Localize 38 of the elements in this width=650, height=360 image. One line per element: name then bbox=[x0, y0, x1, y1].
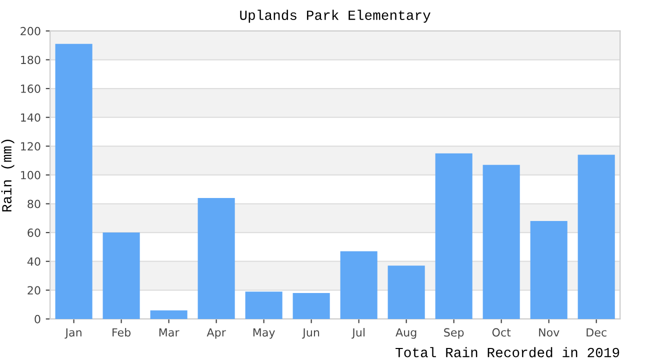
y-tick-label: 180 bbox=[21, 56, 40, 64]
x-tick-label: Feb bbox=[112, 328, 131, 337]
y-tick-label: 20 bbox=[28, 286, 40, 295]
bar bbox=[578, 154, 615, 319]
x-tick-label: Apr bbox=[206, 328, 226, 339]
x-tick-label: Mar bbox=[159, 328, 180, 337]
y-tick-label: 120 bbox=[21, 142, 40, 151]
y-tick-label: 40 bbox=[27, 257, 40, 266]
y-tick-label: 140 bbox=[21, 113, 40, 122]
x-tick-label: Aug bbox=[396, 328, 416, 339]
x-tick-label: Nov bbox=[539, 328, 560, 337]
x-tick-label: Oct bbox=[492, 328, 511, 337]
bar bbox=[102, 232, 140, 319]
y-axis-title: Rain (mm) bbox=[1, 140, 14, 212]
y-tick-label: 100 bbox=[21, 170, 40, 180]
y-tick-label: 60 bbox=[28, 228, 40, 237]
x-tick-label: Jan bbox=[64, 328, 82, 339]
bar bbox=[530, 221, 568, 319]
bar bbox=[482, 164, 520, 319]
bar bbox=[388, 266, 425, 319]
y-tick-label: 200 bbox=[20, 26, 40, 36]
bar bbox=[292, 293, 330, 319]
bar bbox=[150, 310, 188, 319]
bar bbox=[245, 292, 282, 319]
y-tick-label: 0 bbox=[34, 314, 40, 324]
bar bbox=[435, 153, 472, 319]
x-tick-label: Jul bbox=[352, 328, 364, 339]
bar bbox=[55, 44, 92, 319]
bar bbox=[198, 198, 235, 319]
y-tick-label: 80 bbox=[28, 200, 40, 208]
y-tick-label: 160 bbox=[21, 84, 40, 93]
x-tick-label: May bbox=[253, 328, 275, 339]
x-tick-label: Dec bbox=[586, 328, 606, 337]
x-axis-title: Total Rain Recorded in 2019 bbox=[396, 347, 620, 358]
chart-title: Uplands Park Elementary bbox=[240, 10, 430, 23]
x-tick-label: Jun bbox=[302, 328, 320, 339]
x-tick-label: Sep bbox=[444, 328, 464, 339]
bar bbox=[340, 251, 378, 319]
